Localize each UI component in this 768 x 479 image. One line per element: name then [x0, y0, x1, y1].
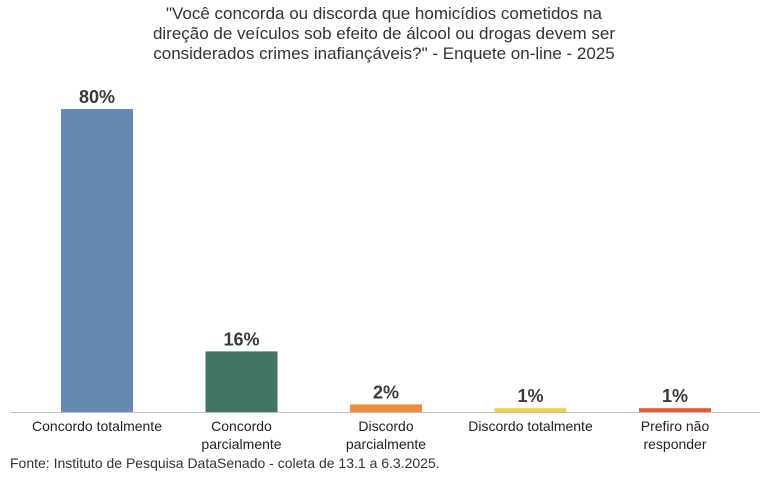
chart-title-line-2: direção de veículos sob efeito de álcool…: [152, 24, 616, 43]
source-note: Fonte: Instituto de Pesquisa DataSenado …: [10, 455, 440, 471]
data-label: 1%: [662, 386, 688, 406]
bar: [205, 351, 278, 412]
category-tick-label: Concordo totalmente: [32, 418, 162, 434]
category-tick-label: Prefiro não: [641, 418, 710, 434]
category-tick-label: Discordo: [358, 418, 413, 434]
category-tick-label: parcialmente: [201, 436, 281, 452]
data-label: 16%: [223, 329, 259, 349]
bar: [350, 404, 422, 412]
bar: [494, 408, 567, 412]
bar: [639, 408, 711, 412]
chart-title-line-3: considerados crimes inafiançáveis?" - En…: [153, 44, 615, 63]
data-label: 80%: [79, 87, 115, 107]
chart-title-line-1: "Você concorda ou discorda que homicídio…: [165, 4, 602, 23]
data-label: 2%: [373, 382, 399, 402]
category-tick-label: parcialmente: [346, 436, 426, 452]
data-label: 1%: [517, 386, 543, 406]
bar: [61, 109, 133, 412]
category-tick-label: Discordo totalmente: [468, 418, 593, 434]
category-tick-label: responder: [643, 436, 706, 452]
chart-title: "Você concorda ou discorda que homicídio…: [0, 4, 768, 64]
category-tick-label: Concordo: [211, 418, 272, 434]
